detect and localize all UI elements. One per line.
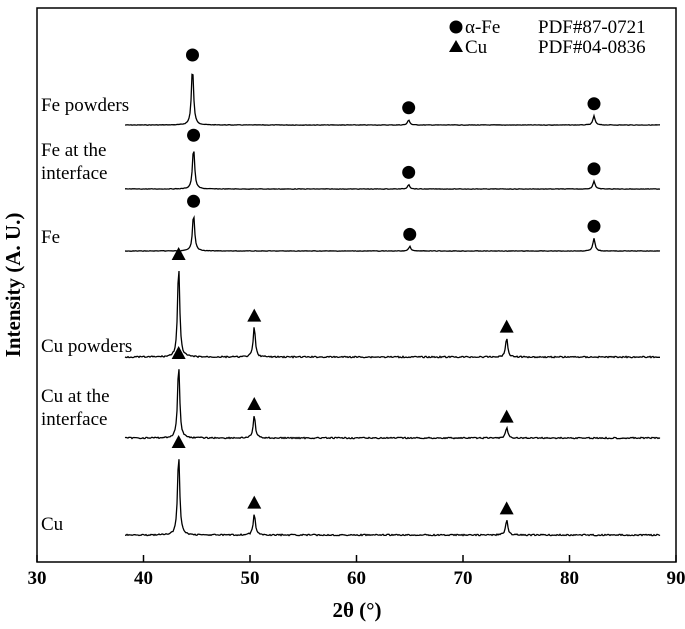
- peak-marker-triangle: [247, 308, 262, 322]
- series-label-line: Cu: [41, 514, 64, 535]
- trace-3: [124, 215, 661, 252]
- series-label-line: Fe at the: [41, 140, 106, 161]
- x-tick-label: 50: [241, 568, 260, 589]
- x-tick-label: 90: [667, 568, 685, 589]
- legend-triangle-icon: [449, 40, 463, 52]
- peak-marker-circle: [402, 165, 416, 179]
- series-label-line: Fe powders: [41, 95, 129, 116]
- peak-marker-triangle: [499, 501, 514, 515]
- peak-marker-triangle: [171, 247, 186, 260]
- peak-marker-triangle: [247, 397, 262, 411]
- legend-fe-phase: α-Fe: [465, 17, 500, 38]
- plot-frame: [36, 7, 677, 563]
- legend-cu-card: PDF#04-0836: [538, 37, 646, 58]
- peak-marker-circle: [402, 101, 416, 115]
- series-label-1: Fe powders: [41, 95, 129, 116]
- x-ticks-layer: 30 40 50 60 70 80 90: [28, 555, 685, 589]
- trace-6: [124, 459, 661, 537]
- peak-marker-triangle: [171, 346, 186, 359]
- peak-marker-triangle: [499, 409, 514, 423]
- peak-marker-circle: [187, 128, 201, 142]
- x-tick-label: 40: [134, 568, 153, 589]
- traces-layer: [124, 73, 661, 537]
- peak-marker-circle: [185, 48, 199, 62]
- series-label-line: Fe: [41, 227, 60, 248]
- series-label-line: interface: [41, 409, 107, 430]
- x-axis-label: 2θ (°): [332, 598, 381, 622]
- series-label-6: Cu: [41, 514, 64, 535]
- trace-2: [124, 151, 661, 190]
- legend-circle-icon: [449, 20, 463, 34]
- series-label-4: Cu powders: [41, 336, 132, 357]
- peak-marker-circle: [587, 162, 601, 176]
- x-tick-label: 80: [560, 568, 579, 589]
- series-label-3: Fe: [41, 227, 60, 248]
- peak-marker-circle: [587, 219, 601, 233]
- series-label-line: interface: [41, 163, 107, 184]
- peak-marker-circle: [187, 194, 201, 208]
- x-tick-label: 70: [454, 568, 473, 589]
- y-axis-label: Intensity (A. U.): [1, 213, 25, 358]
- series-label-line: Cu powders: [41, 336, 132, 357]
- peak-marker-triangle: [247, 495, 262, 509]
- x-tick-label: 30: [28, 568, 47, 589]
- peak-marker-circle: [403, 227, 417, 241]
- markers-layer: [171, 48, 601, 515]
- trace-4: [124, 271, 661, 359]
- x-tick-label: 60: [347, 568, 366, 589]
- legend-cu-phase: Cu: [465, 37, 488, 58]
- series-label-5: Cu at the interface: [41, 386, 110, 430]
- trace-1: [124, 73, 661, 126]
- peak-marker-triangle: [499, 319, 514, 333]
- peak-marker-circle: [587, 97, 601, 111]
- trace-5: [124, 369, 661, 440]
- legend-fe-card: PDF#87-0721: [538, 17, 646, 38]
- series-label-2: Fe at the interface: [41, 140, 107, 184]
- legend: α-Fe PDF#87-0721 Cu PDF#04-0836: [449, 17, 646, 58]
- series-label-line: Cu at the: [41, 386, 110, 407]
- peak-marker-triangle: [171, 435, 186, 448]
